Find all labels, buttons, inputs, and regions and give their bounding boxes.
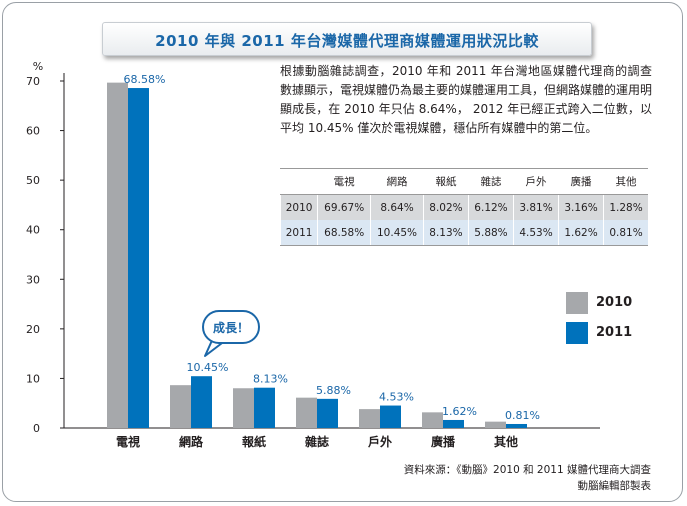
data-label-2011: 8.13%	[253, 373, 288, 386]
bar-2010	[107, 82, 128, 428]
table-header-cell: 電視	[317, 168, 371, 195]
title-bar: 2010 年與 2011 年台灣媒體代理商媒體運用狀況比較	[102, 22, 592, 56]
bar-2011	[443, 419, 464, 428]
table-cell: 6.12%	[467, 194, 514, 220]
source-note: 資料來源：《動腦》2010 和 2011 媒體代理商大調查 動腦編輯部製表	[404, 462, 651, 494]
table-cell: 8.64%	[370, 194, 424, 220]
table-cell: 1.62%	[557, 220, 604, 246]
table-row: 2010 69.67% 8.64% 8.02% 6.12% 3.81% 3.16…	[279, 194, 648, 220]
growth-callout-text: 成長！	[212, 321, 249, 335]
bar-2011	[254, 387, 275, 428]
table-cell: 4.53%	[512, 220, 559, 246]
table-header-cell: 廣播	[557, 168, 604, 195]
x-tick-label: 網路	[179, 434, 204, 449]
data-label-2011: 10.45%	[187, 361, 229, 374]
table-cell: 69.67%	[317, 194, 371, 220]
table-cell: 8.13%	[422, 220, 469, 246]
bar-2011	[317, 398, 338, 428]
bar-2010	[485, 421, 506, 428]
x-tick-label: 雜誌	[305, 434, 329, 449]
table-cell: 5.88%	[467, 220, 514, 246]
x-tick-label: 電視	[116, 434, 140, 449]
legend-item-2010: 2010	[566, 292, 656, 314]
growth-callout-bubble: 成長！	[202, 310, 260, 344]
chart-title: 2010 年與 2011 年台灣媒體代理商媒體運用狀況比較	[155, 32, 539, 50]
y-axis-unit-label: %	[33, 60, 43, 73]
table-header-cell: 網路	[370, 168, 424, 195]
table-header-cell: 雜誌	[467, 168, 514, 195]
y-tick-label: 10	[26, 372, 40, 385]
table-cell: 2011	[279, 220, 318, 246]
legend-swatch-2011	[566, 322, 588, 344]
legend-label-2010: 2010	[596, 295, 633, 310]
bar-2011	[128, 88, 149, 428]
figure-frame	[2, 2, 683, 502]
data-label-2011: 5.88%	[316, 384, 351, 397]
table-header-cell: 戶外	[512, 168, 559, 195]
table-header-cell: 報紙	[422, 168, 469, 195]
y-tick-label: 0	[33, 422, 40, 435]
legend-label-2011: 2011	[596, 325, 633, 340]
bar-2011	[506, 423, 527, 428]
y-tick-label: 30	[26, 273, 40, 286]
y-tick-label: 40	[26, 224, 40, 237]
bar-2010	[296, 397, 317, 428]
table-header-row: 電視 網路 報紙 雜誌 戶外 廣播 其他	[279, 168, 648, 195]
table-row: 2011 68.58% 10.45% 8.13% 5.88% 4.53% 1.6…	[279, 220, 648, 246]
bar-2010	[422, 412, 443, 428]
table-cell: 0.81%	[603, 220, 648, 246]
table-header-cell: 其他	[603, 168, 648, 195]
x-tick-label: 戶外	[368, 434, 392, 449]
table-cell: 10.45%	[370, 220, 424, 246]
y-tick-label: 50	[26, 174, 40, 187]
description-paragraph: 根據動腦雜誌調查，2010 年和 2011 年台灣地區媒體代理商的調查數據顯示，…	[280, 64, 653, 135]
table-cell: 3.16%	[557, 194, 604, 220]
data-label-2011: 1.62%	[442, 405, 477, 418]
bar-2010	[170, 385, 191, 428]
y-tick-label: 70	[26, 75, 40, 88]
legend-swatch-2010	[566, 292, 588, 314]
legend-item-2011: 2011	[566, 322, 656, 344]
x-tick-label: 報紙	[242, 434, 266, 449]
bar-2010	[359, 409, 380, 428]
y-tick-label: 20	[26, 323, 40, 336]
x-tick-label: 廣播	[431, 434, 456, 449]
table-cell: 2010	[279, 194, 318, 220]
x-tick-label: 其他	[494, 434, 518, 449]
source-line: 資料來源：《動腦》2010 和 2011 媒體代理商大調查	[403, 464, 651, 476]
data-label-2011: 4.53%	[379, 391, 414, 404]
data-table: 電視 網路 報紙 雜誌 戶外 廣播 其他 2010 69.67% 8.64% 8…	[279, 168, 648, 246]
table-header-cell	[279, 168, 318, 195]
bar-2011	[380, 405, 401, 428]
source-credit: 動腦編輯部製表	[577, 480, 652, 492]
table-cell: 68.58%	[317, 220, 371, 246]
y-tick-label: 60	[26, 125, 40, 138]
table-cell: 3.81%	[512, 194, 559, 220]
data-label-2011: 0.81%	[505, 409, 540, 422]
bar-2011	[191, 376, 212, 428]
table-cell: 1.28%	[603, 194, 648, 220]
bar-2010	[233, 388, 254, 428]
table-cell: 8.02%	[422, 194, 469, 220]
data-label-2011: 68.58%	[124, 73, 166, 86]
